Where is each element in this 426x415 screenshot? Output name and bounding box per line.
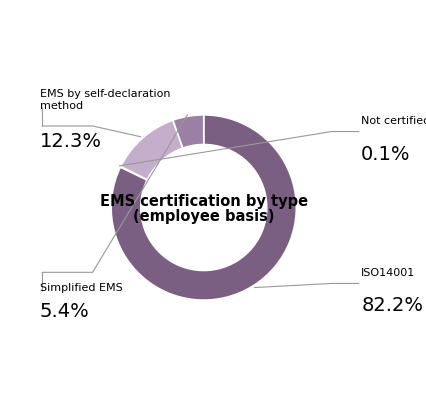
Wedge shape xyxy=(121,166,147,180)
Text: 12.3%: 12.3% xyxy=(40,132,102,151)
Text: (employee basis): (employee basis) xyxy=(133,209,274,224)
Text: Not certified: Not certified xyxy=(361,116,426,126)
Wedge shape xyxy=(121,120,183,180)
Text: 5.4%: 5.4% xyxy=(40,302,89,321)
Wedge shape xyxy=(111,115,296,300)
Text: Simplified EMS: Simplified EMS xyxy=(40,283,123,293)
Text: 0.1%: 0.1% xyxy=(361,144,411,164)
Text: EMS certification by type: EMS certification by type xyxy=(100,193,308,208)
Text: 82.2%: 82.2% xyxy=(361,296,423,315)
Text: ISO14001: ISO14001 xyxy=(361,268,415,278)
Wedge shape xyxy=(173,115,204,148)
Text: EMS by self-declaration
method: EMS by self-declaration method xyxy=(40,89,170,111)
